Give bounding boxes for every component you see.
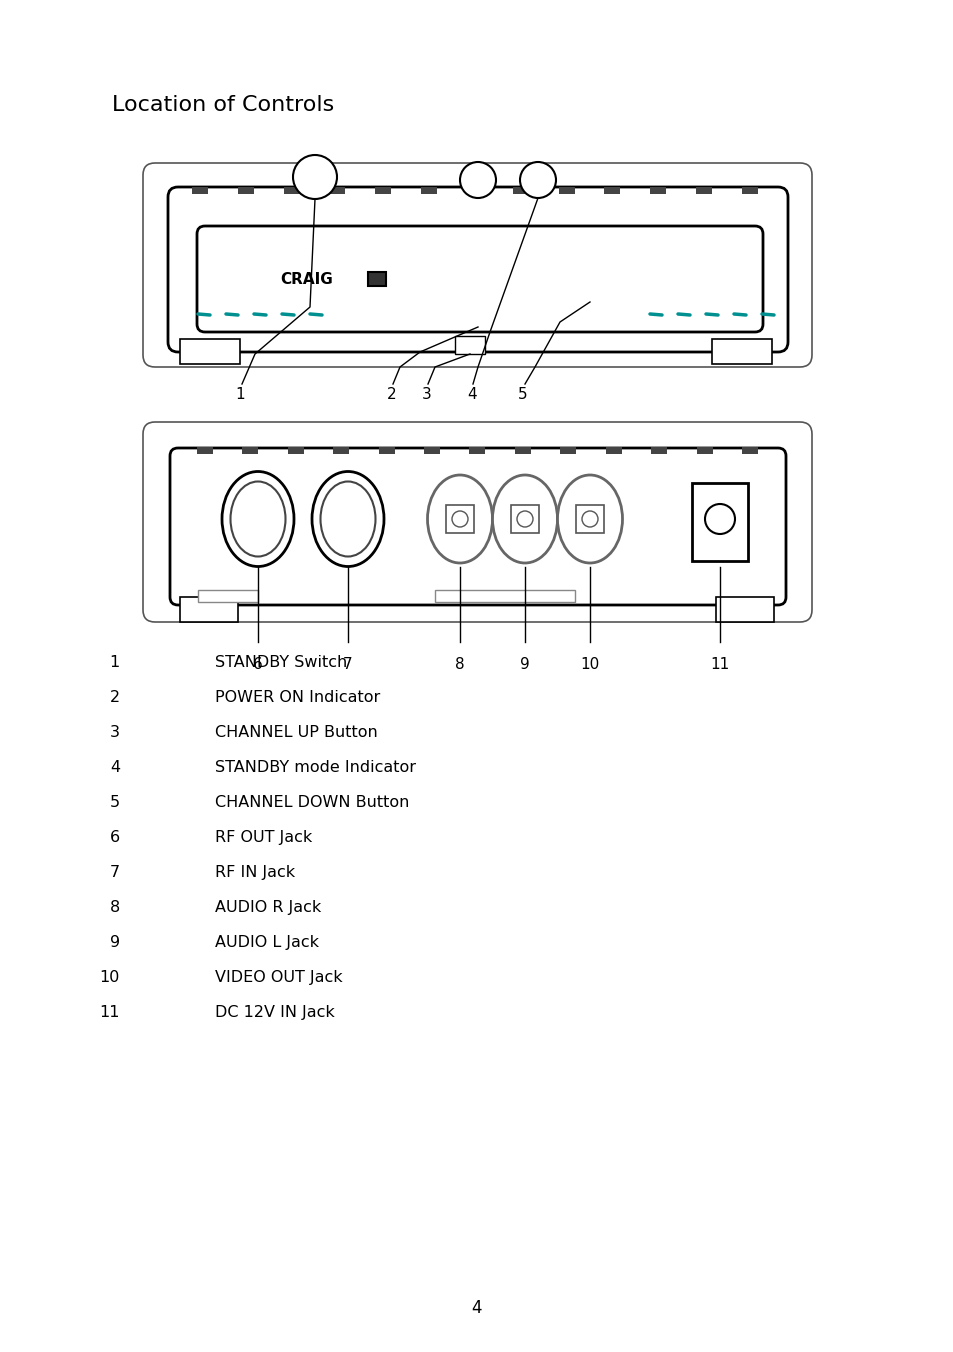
Bar <box>180 339 240 364</box>
Bar <box>559 448 576 454</box>
Bar <box>242 448 258 454</box>
Bar <box>455 337 484 354</box>
Text: 10: 10 <box>579 657 599 672</box>
Ellipse shape <box>231 481 285 557</box>
Text: STANDBY Switch: STANDBY Switch <box>214 654 347 671</box>
Text: AUDIO R Jack: AUDIO R Jack <box>214 900 321 915</box>
Bar <box>467 187 482 193</box>
Text: 10: 10 <box>99 969 120 986</box>
Bar <box>716 598 773 622</box>
Circle shape <box>581 511 598 527</box>
Bar <box>424 448 439 454</box>
Bar <box>375 187 391 193</box>
Bar <box>576 506 603 533</box>
FancyBboxPatch shape <box>196 226 762 333</box>
Text: 4: 4 <box>471 1299 482 1317</box>
Text: 7: 7 <box>343 657 353 672</box>
Circle shape <box>452 511 468 527</box>
Text: 5: 5 <box>517 387 527 402</box>
Bar <box>651 448 666 454</box>
Text: CRAIG: CRAIG <box>280 272 333 287</box>
Bar <box>741 448 758 454</box>
Ellipse shape <box>222 472 294 566</box>
Text: 8: 8 <box>455 657 464 672</box>
Bar <box>691 483 747 561</box>
FancyBboxPatch shape <box>170 448 785 604</box>
Ellipse shape <box>557 475 622 562</box>
Text: 4: 4 <box>110 760 120 775</box>
Circle shape <box>519 162 556 197</box>
Bar <box>558 187 574 193</box>
Bar <box>180 598 237 622</box>
Ellipse shape <box>427 475 492 562</box>
Text: 7: 7 <box>110 865 120 880</box>
Text: Location of Controls: Location of Controls <box>112 95 334 115</box>
Text: 8: 8 <box>110 900 120 915</box>
Text: DC 12V IN Jack: DC 12V IN Jack <box>214 1005 335 1019</box>
Text: 1: 1 <box>110 654 120 671</box>
Text: CHANNEL DOWN Button: CHANNEL DOWN Button <box>214 795 409 810</box>
Bar <box>333 448 349 454</box>
Text: 11: 11 <box>710 657 729 672</box>
Bar <box>435 589 575 602</box>
Bar <box>741 187 758 193</box>
Circle shape <box>704 504 734 534</box>
Bar <box>196 448 213 454</box>
Text: 2: 2 <box>387 387 396 402</box>
Circle shape <box>459 162 496 197</box>
Bar <box>192 187 208 193</box>
Text: RF IN Jack: RF IN Jack <box>214 865 294 880</box>
Bar <box>329 187 345 193</box>
Text: 1: 1 <box>235 387 245 402</box>
Bar <box>420 187 436 193</box>
Text: 4: 4 <box>467 387 476 402</box>
Bar <box>696 448 712 454</box>
Text: CHANNEL UP Button: CHANNEL UP Button <box>214 725 377 740</box>
Bar <box>515 448 531 454</box>
Bar <box>469 448 485 454</box>
Text: POWER ON Indicator: POWER ON Indicator <box>214 690 380 704</box>
Text: 5: 5 <box>110 795 120 810</box>
FancyBboxPatch shape <box>143 164 811 366</box>
Bar <box>283 187 299 193</box>
Bar <box>650 187 665 193</box>
Text: STANDBY mode Indicator: STANDBY mode Indicator <box>214 760 416 775</box>
Ellipse shape <box>312 472 384 566</box>
Text: 9: 9 <box>519 657 529 672</box>
Bar <box>378 448 395 454</box>
Text: RF OUT Jack: RF OUT Jack <box>214 830 312 845</box>
Circle shape <box>517 511 533 527</box>
Bar <box>513 187 528 193</box>
Bar <box>446 506 474 533</box>
Text: VIDEO OUT Jack: VIDEO OUT Jack <box>214 969 342 986</box>
Bar <box>288 448 303 454</box>
Ellipse shape <box>320 481 375 557</box>
Bar <box>198 589 257 602</box>
Bar <box>368 272 386 287</box>
Bar <box>604 187 619 193</box>
Text: 11: 11 <box>99 1005 120 1019</box>
FancyBboxPatch shape <box>143 422 811 622</box>
Text: 3: 3 <box>421 387 432 402</box>
Text: 9: 9 <box>110 936 120 950</box>
Text: 6: 6 <box>253 657 263 672</box>
Circle shape <box>293 155 336 199</box>
Bar <box>237 187 253 193</box>
Text: 6: 6 <box>110 830 120 845</box>
Bar <box>696 187 712 193</box>
Ellipse shape <box>492 475 557 562</box>
Bar <box>711 339 771 364</box>
Text: AUDIO L Jack: AUDIO L Jack <box>214 936 318 950</box>
FancyBboxPatch shape <box>168 187 787 352</box>
Text: 3: 3 <box>110 725 120 740</box>
Bar <box>511 506 538 533</box>
Text: 2: 2 <box>110 690 120 704</box>
Bar <box>605 448 621 454</box>
